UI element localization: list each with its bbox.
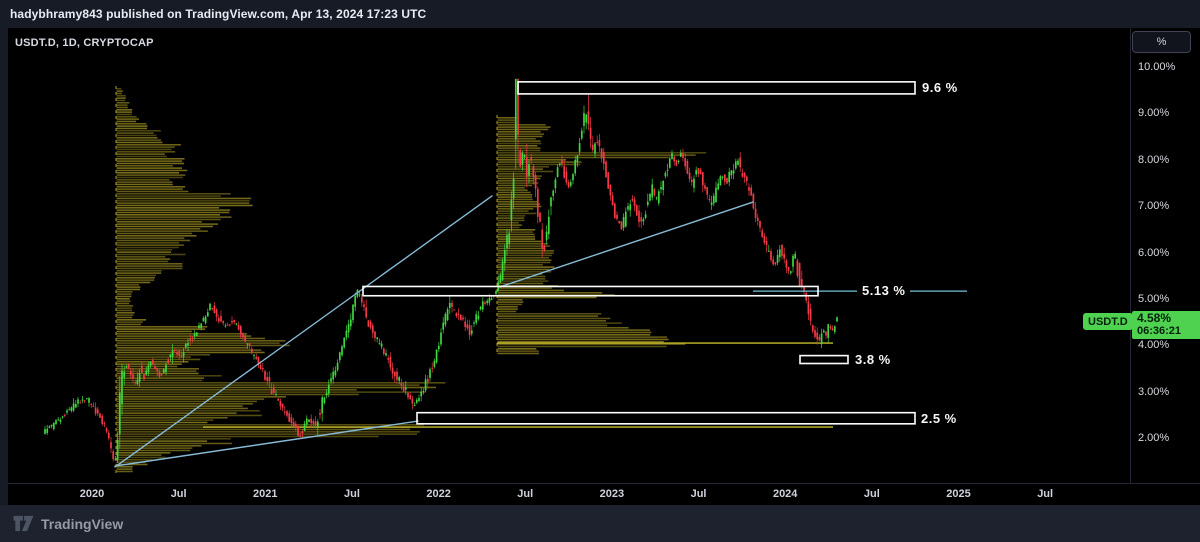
time-axis-label: 2024	[772, 488, 798, 500]
symbol-price-tag-text: USDT.D	[1088, 315, 1128, 328]
percent-scale-label: %	[1156, 36, 1167, 48]
tradingview-logo-icon[interactable]	[13, 515, 34, 532]
price-axis-tick: 8.00%	[1138, 153, 1170, 166]
time-axis-label: Jul	[863, 488, 880, 500]
level-label-5-13[interactable]: 5.13 %	[857, 283, 911, 298]
time-axis-label: Jul	[1037, 488, 1054, 500]
time-axis-label: 2023	[599, 488, 625, 500]
tradingview-brand-link[interactable]: TradingView	[41, 515, 124, 532]
time-axis-label: Jul	[517, 488, 534, 500]
level-label-2-5[interactable]: 2.5 %	[921, 411, 957, 426]
level-label-3-8[interactable]: 3.8 %	[855, 352, 891, 367]
time-axis-label: Jul	[343, 488, 360, 500]
bar-countdown: 06:36:21	[1137, 324, 1182, 337]
price-axis-tick: 4.00%	[1138, 339, 1170, 352]
publish-bar: hadybhramy843 published on TradingView.c…	[0, 0, 1200, 28]
price-axis-tick: 7.00%	[1138, 200, 1170, 213]
time-axis-label: 2022	[426, 488, 451, 500]
symbol-price-tag: USDT.D	[1083, 313, 1133, 330]
yellow-price-lines[interactable]	[203, 342, 833, 428]
level-label-9-6[interactable]: 9.6 %	[922, 80, 958, 95]
price-axis-tick: 6.00%	[1138, 246, 1170, 259]
symbol-legend[interactable]: USDT.D, 1D, CRYPTOCAP	[15, 37, 154, 49]
time-axis-label: 2021	[253, 488, 278, 500]
price-zone-boxes[interactable]	[362, 81, 916, 425]
time-axis-label: 2020	[79, 488, 105, 500]
time-axis-label: 2025	[946, 488, 971, 500]
publish-text: hadybhramy843 published on TradingView.c…	[10, 7, 427, 21]
trendlines[interactable]	[114, 195, 754, 468]
footer-bar: TradingView	[0, 505, 1200, 542]
time-axis-label: Jul	[170, 488, 187, 500]
price-axis-tick: 9.00%	[1138, 107, 1170, 120]
price-axis-tick: 3.00%	[1138, 385, 1170, 398]
volume-profile-left[interactable]	[115, 86, 446, 473]
price-chart-canvas[interactable]	[8, 28, 1130, 483]
time-axis-separator	[8, 483, 1200, 484]
price-axis-tick: 5.00%	[1138, 293, 1170, 305]
price-axis-tick: 10.00%	[1138, 61, 1176, 73]
volume-profile-right[interactable]	[496, 115, 707, 355]
last-price-value: 4.58%	[1137, 311, 1172, 325]
price-axis-tick: 2.00%	[1138, 432, 1170, 445]
last-price-label: 4.58% 06:36:21	[1132, 311, 1200, 339]
candlestick-series[interactable]	[44, 78, 838, 463]
percent-scale-button[interactable]: %	[1132, 31, 1191, 53]
price-axis-separator	[1130, 28, 1131, 483]
time-axis-label: Jul	[690, 488, 707, 500]
chart-area: USDT.D, 1D, CRYPTOCAP % 10.00% 9.00% 8.00%…	[8, 28, 1200, 505]
